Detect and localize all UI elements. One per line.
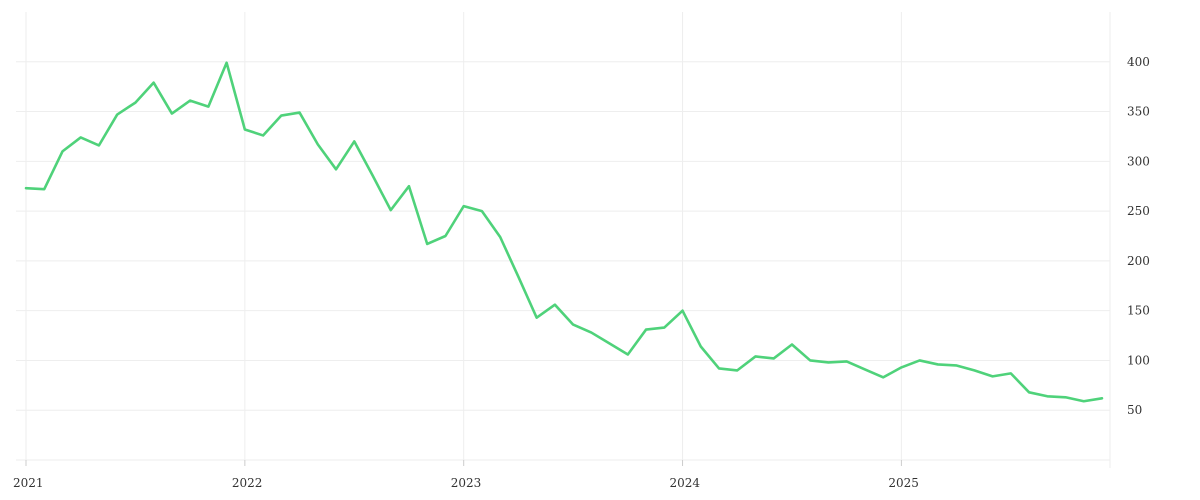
y-tick-label: 200 [1127,254,1150,268]
grid-layer [16,12,1111,468]
y-tick-label: 150 [1127,304,1150,318]
x-tick-label: 2023 [451,476,482,490]
axis-layer: 50 100 150 200 250 300 350 400 2021 2022 2023 2024 2… [13,55,1150,490]
series-line-0 [24,61,1104,403]
x-tick-label: 2022 [232,476,263,490]
y-tick-label: 100 [1127,353,1150,367]
y-tick-label: 300 [1127,154,1150,168]
y-tick-label: 400 [1127,55,1150,69]
x-tick-label: 2024 [670,476,701,490]
y-tick-label: 50 [1127,403,1142,417]
x-tick-label: 2021 [13,476,44,490]
series-layer [24,61,1104,403]
y-tick-label: 250 [1127,204,1150,218]
y-tick-label: 350 [1127,105,1150,119]
x-tick-label: 2025 [888,476,919,490]
